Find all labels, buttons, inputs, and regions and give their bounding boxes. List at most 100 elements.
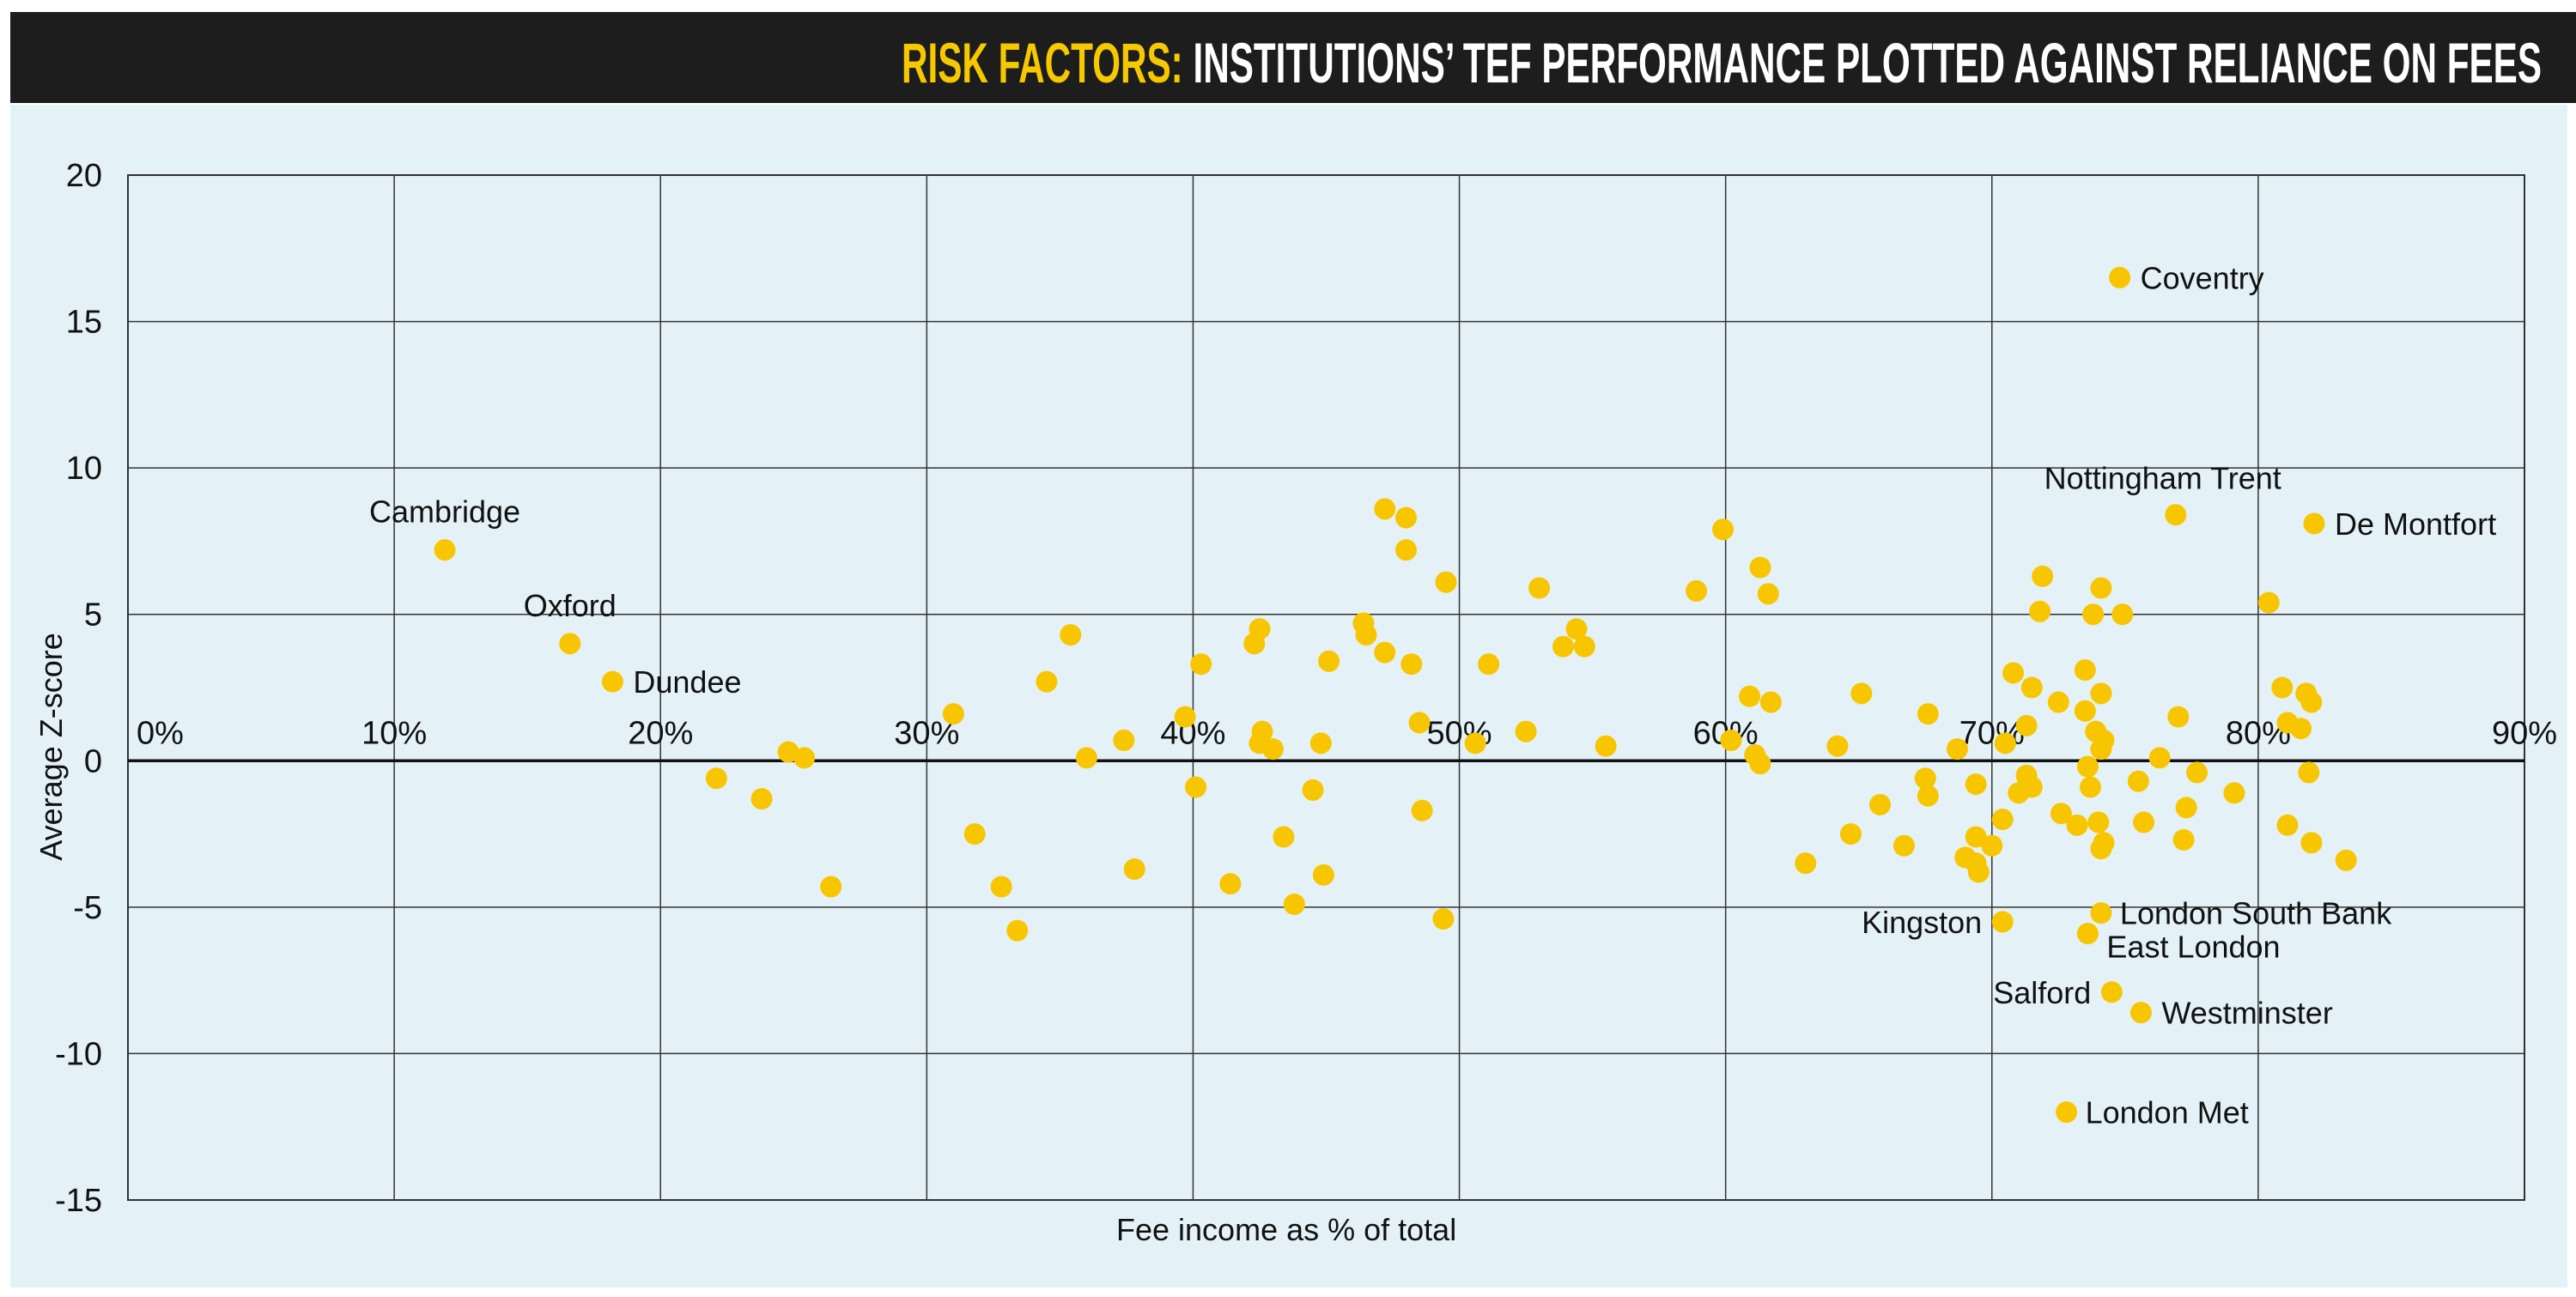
data-point [1839, 823, 1862, 845]
labeled-data-point [434, 539, 456, 561]
data-point [1113, 729, 1135, 751]
data-point [2111, 603, 2134, 626]
data-point [1552, 635, 1574, 658]
data-point [1309, 732, 1332, 755]
data-point [942, 703, 964, 725]
data-point [750, 788, 773, 810]
data-point [2167, 706, 2190, 728]
data-point [2148, 747, 2171, 769]
data-point [705, 767, 727, 790]
data-point [2050, 803, 2072, 825]
data-point [1318, 650, 1340, 672]
x-axis-ticks: 0%10%20%30%40%50%60%70%80%90% [137, 715, 2557, 751]
data-point [2093, 729, 2115, 751]
data-point [2335, 849, 2357, 871]
data-point [2172, 828, 2195, 851]
point-label: Cambridge [369, 494, 520, 530]
data-point [1946, 738, 1968, 761]
data-point [2298, 761, 2320, 784]
data-point [2076, 755, 2099, 778]
y-tick-label: 10 [66, 451, 102, 487]
title-bar [10, 12, 2576, 103]
data-point [2066, 814, 2088, 836]
point-label: London South Bank [2120, 896, 2392, 931]
data-point [1400, 653, 1423, 676]
grid [127, 174, 2525, 1201]
data-point [2074, 700, 2096, 722]
data-point [1006, 919, 1029, 942]
x-axis-label: Fee income as % of total [1116, 1212, 1456, 1247]
data-point [1749, 556, 1771, 579]
data-point [1965, 826, 1987, 848]
data-point [1749, 753, 1771, 775]
data-point [1395, 539, 1418, 561]
data-point [1528, 577, 1551, 599]
data-point [820, 876, 842, 898]
data-point [2074, 659, 2096, 682]
data-point [1219, 873, 1242, 895]
data-point [1686, 579, 1708, 602]
data-point [793, 747, 816, 769]
data-point [990, 876, 1012, 898]
data-point [2087, 811, 2110, 833]
data-point [1075, 747, 1097, 769]
data-point [1991, 809, 2014, 831]
data-point [1302, 779, 1324, 801]
data-point [1190, 653, 1212, 676]
point-label: Dundee [633, 664, 741, 700]
title-highlight: RISK FACTORS: [902, 31, 1183, 94]
chart-title: RISK FACTORS: INSTITUTIONS’ TEF PERFORMA… [902, 31, 2542, 94]
data-point [1565, 618, 1588, 640]
data-point [1273, 826, 1295, 848]
data-point [2175, 797, 2197, 819]
labeled-data-point [2165, 504, 2187, 526]
data-point [1060, 624, 1082, 646]
data-point [1515, 720, 1537, 742]
data-point [1595, 735, 1617, 757]
chart-panel [10, 105, 2567, 1288]
data-point [2223, 782, 2245, 804]
point-label: London Met [2086, 1095, 2249, 1130]
data-point [1478, 653, 1500, 676]
point-labels: Cambridge Oxford Dundee Coventry Nottingham … [369, 260, 2496, 1130]
data-point [1573, 635, 1595, 658]
y-tick-label: 20 [66, 158, 102, 194]
data-point [2290, 718, 2312, 740]
data-point [2032, 565, 2054, 587]
data-point [1261, 738, 1284, 761]
data-point [2080, 776, 2102, 798]
point-label: Coventry [2141, 260, 2264, 295]
data-point [1850, 682, 1873, 705]
data-point [2020, 776, 2043, 798]
data-point [1965, 773, 1987, 796]
data-point [963, 823, 986, 845]
y-axis-label: Average Z-score [33, 633, 69, 860]
data-point [2127, 770, 2149, 792]
data-point [1408, 712, 1431, 734]
data-point [1374, 641, 1396, 664]
data-point [1185, 776, 1207, 798]
x-tick-label: 90% [2492, 715, 2557, 751]
labeled-data-point [1991, 911, 2014, 933]
point-label: East London [2106, 930, 2280, 965]
data-point [1720, 729, 1742, 751]
data-point [1826, 735, 1849, 757]
data-point [2133, 811, 2155, 833]
y-tick-label: 0 [84, 743, 102, 779]
data-point [1967, 861, 1990, 883]
data-point [2020, 676, 2043, 699]
point-label: Salford [1993, 975, 2091, 1010]
data-point [2047, 691, 2069, 713]
data-point [1917, 785, 1939, 807]
data-point [1994, 732, 2016, 755]
labeled-data-point [601, 670, 623, 693]
data-point [1249, 618, 1271, 640]
data-point [2186, 761, 2208, 784]
data-point [1283, 893, 1305, 915]
data-point [2300, 832, 2323, 854]
data-point [2257, 591, 2280, 614]
data-point [1795, 852, 1817, 875]
data-point [1312, 864, 1334, 886]
x-tick-label: 20% [628, 715, 693, 751]
data-point [1893, 834, 1915, 857]
